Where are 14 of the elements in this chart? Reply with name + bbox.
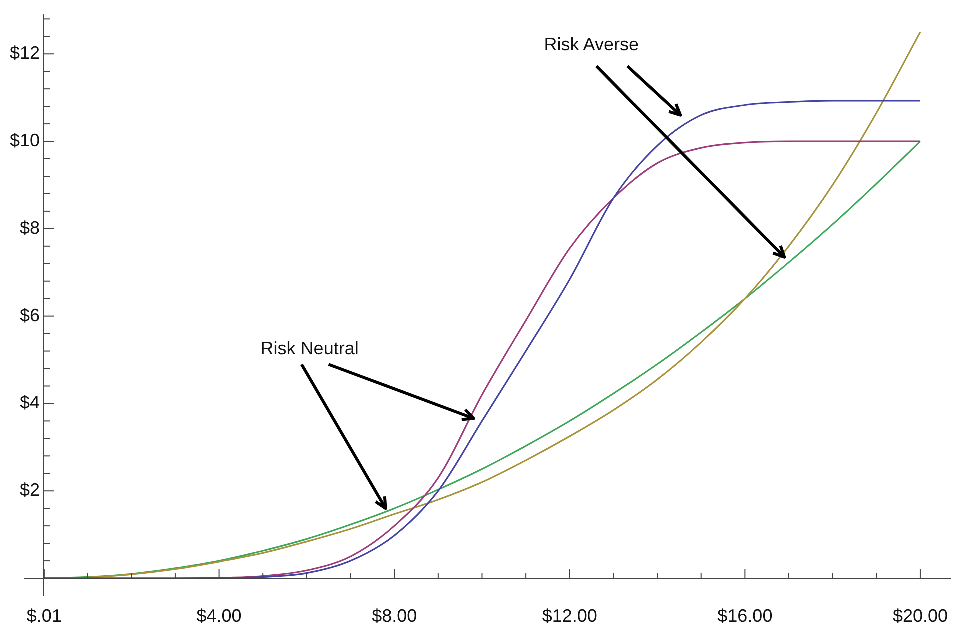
y-tick-label: $8 [20, 218, 40, 238]
x-tick-label: $12.00 [542, 606, 598, 626]
annotation: Risk Averse [544, 34, 639, 54]
x-tick-label: $8.00 [372, 606, 418, 626]
annotation: Risk Neutral [260, 338, 359, 359]
x-tick-label: $.01 [26, 606, 62, 626]
y-tick-label: $6 [20, 305, 40, 326]
x-tick-label: $16.00 [718, 606, 773, 626]
y-tick-label: $12 [10, 43, 40, 64]
y-tick-label: $2 [20, 480, 40, 500]
x-tick-label: $20.00 [892, 606, 948, 626]
x-tick-label: $4.00 [196, 606, 242, 626]
y-tick-label: $10 [10, 130, 40, 150]
y-tick-label: $4 [20, 392, 40, 413]
